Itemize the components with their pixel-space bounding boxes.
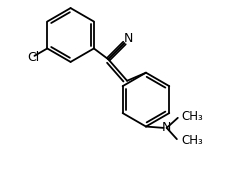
Text: N: N xyxy=(123,32,133,45)
Text: CH₃: CH₃ xyxy=(180,134,202,147)
Text: CH₃: CH₃ xyxy=(181,110,203,123)
Text: Cl: Cl xyxy=(27,51,39,64)
Text: N: N xyxy=(161,121,171,134)
